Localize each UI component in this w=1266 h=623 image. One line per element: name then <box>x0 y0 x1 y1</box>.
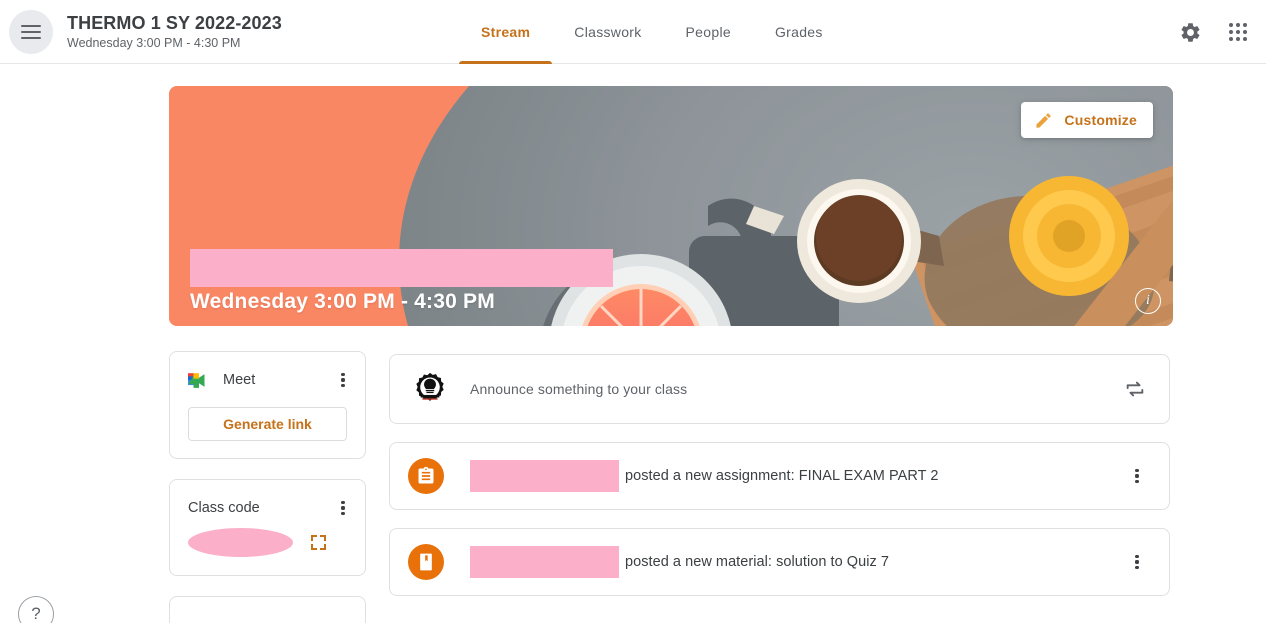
hamburger-menu-icon[interactable] <box>9 9 53 54</box>
announce-input[interactable]: Announce something to your class <box>470 381 688 397</box>
tab-people[interactable]: People <box>685 24 731 40</box>
apps-grid-icon[interactable] <box>1218 12 1258 52</box>
tab-classwork[interactable]: Classwork <box>574 24 642 40</box>
class-code-header: Class code <box>170 480 365 522</box>
generate-link-button[interactable]: Generate link <box>188 407 347 441</box>
banner-illustration <box>169 86 1173 326</box>
banner-text-block: Wednesday 3:00 PM - 4:30 PM <box>190 249 613 314</box>
info-icon[interactable]: i <box>1135 288 1161 314</box>
pencil-icon <box>1036 112 1052 128</box>
page-title: THERMO 1 SY 2022-2023 <box>67 12 282 33</box>
post-kebab-menu-icon[interactable] <box>1123 462 1151 490</box>
class-schedule: Wednesday 3:00 PM - 4:30 PM <box>67 35 241 50</box>
swap-arrows-icon[interactable] <box>1123 378 1147 400</box>
class-code-title: Class code <box>188 500 260 516</box>
tab-stream[interactable]: Stream <box>459 0 553 64</box>
post-author-redaction <box>470 460 619 492</box>
table-row[interactable]: posted a new assignment: FINAL EXAM PART… <box>389 442 1170 510</box>
apps-grid-dots <box>1229 23 1247 41</box>
class-title-block: THERMO 1 SY 2022-2023 Wednesday 3:00 PM … <box>67 12 282 52</box>
fullscreen-expand-icon[interactable] <box>311 535 326 550</box>
class-code-kebab-menu-icon[interactable] <box>329 494 357 522</box>
assignment-clipboard-icon <box>408 458 444 494</box>
clipboard-glyph <box>418 466 434 484</box>
google-meet-icon <box>188 372 205 388</box>
material-book-icon <box>408 544 444 580</box>
tab-grades[interactable]: Grades <box>774 24 823 40</box>
app-header: THERMO 1 SY 2022-2023 Wednesday 3:00 PM … <box>0 0 1266 64</box>
announcement-composer[interactable]: Announce something to your class <box>389 354 1170 424</box>
class-code-row <box>170 522 365 575</box>
sidebar-column: Meet Generate link Class code <box>169 351 366 623</box>
stream-column: Announce something to your class posted … <box>389 354 1170 614</box>
customize-button-label: Customize <box>1064 112 1137 128</box>
engineering-logo-avatar <box>416 372 444 401</box>
book-glyph <box>420 553 432 571</box>
class-code-card: Class code <box>169 479 366 576</box>
page-body: Customize Wednesday 3:00 PM - 4:30 PM i … <box>0 64 1266 623</box>
gear-icon[interactable] <box>1170 12 1210 52</box>
post-text: posted a new material: solution to Quiz … <box>625 554 889 570</box>
meet-card: Meet Generate link <box>169 351 366 459</box>
banner-title-redaction <box>190 249 613 287</box>
nav-tabs: Stream Classwork People Grades <box>459 0 845 64</box>
header-actions <box>1170 0 1258 64</box>
meet-card-title: Meet <box>223 372 256 388</box>
class-code-redaction <box>188 528 293 557</box>
hamburger-bars <box>21 21 41 43</box>
post-kebab-menu-icon[interactable] <box>1123 548 1151 576</box>
meet-card-kebab-menu-icon[interactable] <box>329 366 357 394</box>
post-text: posted a new assignment: FINAL EXAM PART… <box>625 468 939 484</box>
table-row[interactable]: posted a new material: solution to Quiz … <box>389 528 1170 596</box>
post-author-redaction <box>470 546 619 578</box>
sidebar-upcoming-card <box>169 596 366 623</box>
customize-button[interactable]: Customize <box>1021 102 1153 138</box>
banner-subtitle: Wednesday 3:00 PM - 4:30 PM <box>190 290 495 313</box>
class-banner[interactable]: Customize Wednesday 3:00 PM - 4:30 PM i <box>169 86 1173 326</box>
meet-card-header: Meet <box>170 352 365 394</box>
help-question-icon[interactable]: ? <box>18 596 54 623</box>
